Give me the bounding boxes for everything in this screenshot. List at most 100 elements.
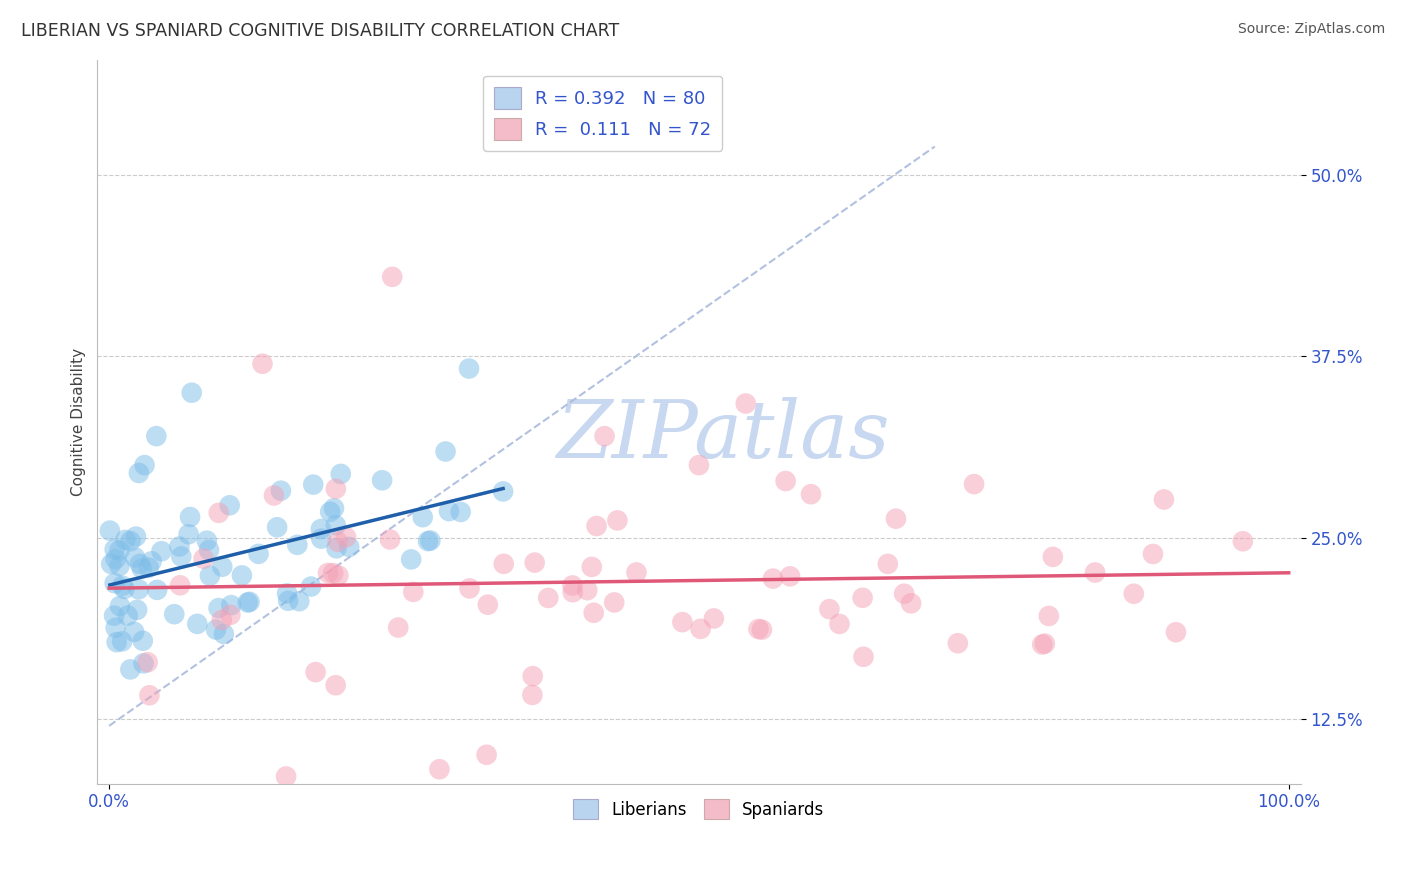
Point bbox=[402, 585, 425, 599]
Point bbox=[325, 518, 347, 533]
Point bbox=[325, 541, 347, 556]
Point bbox=[492, 484, 515, 499]
Point bbox=[884, 511, 907, 525]
Point bbox=[145, 429, 167, 443]
Point bbox=[319, 505, 342, 519]
Point bbox=[523, 556, 546, 570]
Point bbox=[128, 557, 150, 571]
Point bbox=[180, 385, 202, 400]
Point bbox=[111, 579, 134, 593]
Point bbox=[900, 596, 922, 610]
Point bbox=[111, 634, 134, 648]
Point bbox=[186, 616, 208, 631]
Point bbox=[329, 467, 352, 481]
Point bbox=[104, 621, 127, 635]
Point bbox=[522, 669, 544, 683]
Point bbox=[231, 568, 253, 582]
Point bbox=[127, 603, 149, 617]
Point bbox=[751, 623, 773, 637]
Point bbox=[247, 547, 270, 561]
Point bbox=[381, 269, 404, 284]
Y-axis label: Cognitive Disability: Cognitive Disability bbox=[72, 348, 86, 496]
Point bbox=[1084, 566, 1107, 580]
Point bbox=[218, 498, 240, 512]
Point bbox=[703, 611, 725, 625]
Point bbox=[302, 477, 325, 491]
Point bbox=[131, 561, 153, 575]
Point bbox=[150, 544, 173, 558]
Point bbox=[1042, 549, 1064, 564]
Point bbox=[128, 582, 150, 597]
Point bbox=[263, 488, 285, 502]
Point bbox=[277, 594, 299, 608]
Point bbox=[576, 583, 599, 598]
Point bbox=[371, 473, 394, 487]
Point bbox=[309, 532, 332, 546]
Point bbox=[337, 540, 360, 554]
Point bbox=[195, 533, 218, 548]
Point bbox=[114, 582, 136, 596]
Point bbox=[852, 591, 875, 605]
Point bbox=[688, 458, 710, 472]
Text: ZIPatlas: ZIPatlas bbox=[557, 398, 890, 475]
Point bbox=[581, 560, 603, 574]
Point bbox=[762, 572, 785, 586]
Point bbox=[252, 357, 274, 371]
Point bbox=[100, 557, 122, 571]
Point bbox=[537, 591, 560, 605]
Point bbox=[128, 466, 150, 480]
Point bbox=[114, 533, 136, 547]
Point bbox=[378, 533, 401, 547]
Point bbox=[328, 568, 350, 582]
Point bbox=[387, 620, 409, 634]
Point bbox=[1031, 638, 1053, 652]
Point bbox=[323, 501, 346, 516]
Text: Source: ZipAtlas.com: Source: ZipAtlas.com bbox=[1237, 22, 1385, 37]
Point bbox=[309, 522, 332, 536]
Point bbox=[170, 549, 193, 564]
Point bbox=[146, 582, 169, 597]
Point bbox=[325, 482, 347, 496]
Point bbox=[108, 543, 131, 558]
Point bbox=[138, 688, 160, 702]
Point bbox=[689, 622, 711, 636]
Point bbox=[828, 616, 851, 631]
Point bbox=[585, 519, 607, 533]
Point bbox=[98, 524, 121, 538]
Point bbox=[169, 540, 191, 554]
Point bbox=[124, 550, 146, 565]
Point bbox=[169, 578, 191, 592]
Point bbox=[775, 474, 797, 488]
Point bbox=[163, 607, 186, 622]
Point bbox=[747, 622, 769, 636]
Point bbox=[120, 534, 142, 549]
Point bbox=[108, 558, 131, 573]
Point bbox=[1038, 609, 1060, 624]
Point bbox=[299, 580, 322, 594]
Point bbox=[141, 554, 163, 568]
Point bbox=[132, 657, 155, 671]
Point bbox=[198, 568, 221, 582]
Point bbox=[108, 599, 131, 613]
Point bbox=[1142, 547, 1164, 561]
Point bbox=[120, 662, 142, 676]
Point bbox=[198, 542, 221, 557]
Point bbox=[893, 587, 915, 601]
Point bbox=[288, 594, 311, 608]
Point bbox=[212, 627, 235, 641]
Point bbox=[450, 505, 472, 519]
Point bbox=[1122, 587, 1144, 601]
Point bbox=[266, 520, 288, 534]
Point bbox=[477, 598, 499, 612]
Point bbox=[1033, 637, 1056, 651]
Point bbox=[399, 552, 422, 566]
Point bbox=[322, 566, 344, 580]
Point bbox=[561, 585, 583, 599]
Point bbox=[419, 533, 441, 548]
Point bbox=[304, 665, 326, 680]
Point bbox=[285, 538, 308, 552]
Point bbox=[734, 396, 756, 410]
Point bbox=[104, 542, 127, 557]
Point bbox=[208, 506, 231, 520]
Point bbox=[177, 527, 200, 541]
